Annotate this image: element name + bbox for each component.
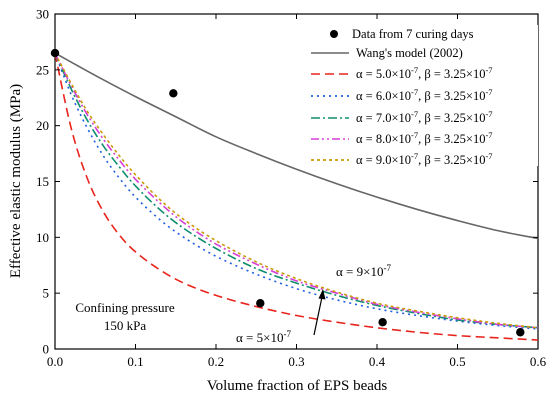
series-line-alpha-5 bbox=[54, 52, 539, 329]
alpha-low-annotation: α = 5×10-7 bbox=[236, 329, 291, 345]
curves-layer bbox=[54, 52, 539, 341]
y-tick-label: 5 bbox=[43, 286, 50, 301]
y-tick-label: 0 bbox=[43, 342, 50, 357]
series-line-wang-model bbox=[54, 52, 539, 240]
legend-label-data: Data from 7 curing days bbox=[352, 27, 474, 41]
legend-label-alpha-6: α = 6.0×10-7, β = 3.25×10-7 bbox=[356, 87, 493, 103]
confining-pressure-value: 150 kPa bbox=[104, 318, 146, 333]
x-tick-label: 0.1 bbox=[127, 354, 143, 369]
series-line-alpha-4 bbox=[54, 52, 539, 329]
data-point bbox=[169, 89, 178, 98]
x-tick-label: 0.6 bbox=[530, 354, 547, 369]
y-tick-label: 25 bbox=[36, 62, 49, 77]
y-tick-label: 15 bbox=[36, 174, 49, 189]
data-points-layer bbox=[50, 48, 525, 337]
legend-label-alpha-5: α = 5.0×10-7, β = 3.25×10-7 bbox=[356, 65, 493, 81]
x-tick-label: 0.0 bbox=[47, 354, 63, 369]
legend: Data from 7 curing days Wang's model (20… bbox=[306, 25, 538, 167]
y-tick-label: 20 bbox=[36, 118, 49, 133]
alpha-direction-arrow bbox=[313, 296, 323, 336]
legend-label-wang: Wang's model (2002) bbox=[356, 46, 463, 60]
legend-label-alpha-7: α = 7.0×10-7, β = 3.25×10-7 bbox=[356, 109, 493, 125]
legend-label-alpha-9: α = 9.0×10-7, β = 3.25×10-7 bbox=[356, 151, 493, 167]
series-line-alpha-3 bbox=[54, 52, 539, 329]
data-point bbox=[50, 48, 60, 58]
annotations-layer: Confining pressure 150 kPa α = 9×10-7 α … bbox=[75, 263, 391, 345]
series-line-alpha-1 bbox=[54, 52, 539, 341]
x-tick-label: 0.4 bbox=[369, 354, 386, 369]
alpha-high-annotation: α = 9×10-7 bbox=[336, 263, 391, 279]
x-axis-title: Volume fraction of EPS beads bbox=[207, 378, 388, 394]
data-point bbox=[256, 299, 265, 308]
y-tick-label: 10 bbox=[36, 230, 49, 245]
y-axis-title: Effective elastic modulus (MPa) bbox=[8, 84, 24, 278]
legend-label-alpha-8: α = 8.0×10-7, β = 3.25×10-7 bbox=[356, 130, 493, 146]
confining-pressure-label: Confining pressure bbox=[75, 300, 175, 315]
x-tick-label: 0.2 bbox=[208, 354, 224, 369]
alpha-arrow-head bbox=[318, 289, 326, 300]
x-tick-label: 0.5 bbox=[449, 354, 465, 369]
data-point bbox=[516, 328, 525, 337]
data-point bbox=[378, 318, 387, 327]
x-tick-label: 0.3 bbox=[288, 354, 304, 369]
legend-marker-data bbox=[330, 30, 338, 38]
y-tick-label: 30 bbox=[36, 7, 49, 22]
axis-ticks-layer: 0.0 0.1 0.2 0.3 0.4 0.5 0.6 0 5 10 15 20 25 30 bbox=[36, 7, 547, 370]
legend-box bbox=[306, 25, 538, 166]
